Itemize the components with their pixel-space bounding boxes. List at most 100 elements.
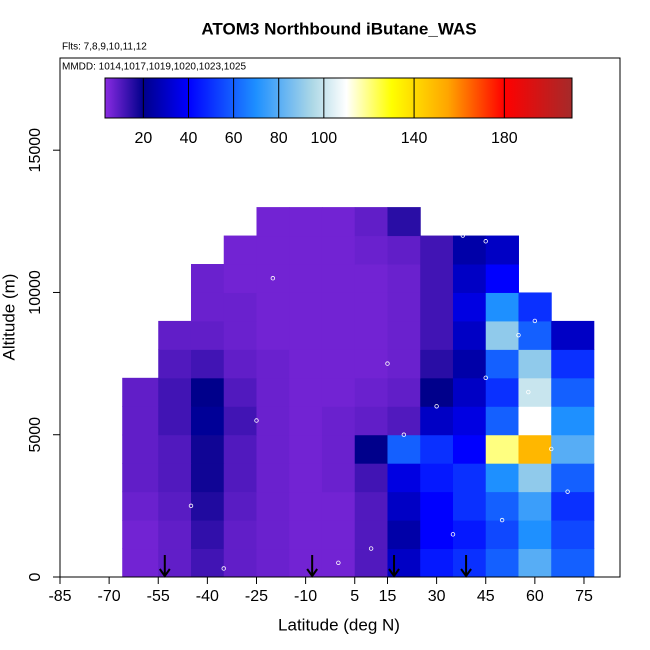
- marker-head: [158, 568, 171, 578]
- heat-cell: [158, 463, 192, 493]
- heat-cell: [420, 406, 454, 436]
- heat-cell: [551, 406, 595, 436]
- subtitle: Flts: 7,8,9,10,11,12: [62, 42, 147, 53]
- x-tick-label: 5: [350, 588, 359, 605]
- heat-cell: [190, 406, 225, 436]
- heat-cell: [256, 491, 290, 521]
- x-tick-label: -55: [147, 588, 170, 605]
- heat-cell: [122, 377, 159, 407]
- heat-cell: [256, 434, 290, 464]
- sample-point: [450, 532, 456, 537]
- heat-cell: [354, 491, 388, 521]
- heat-cell: [420, 235, 454, 265]
- heat-cell: [518, 406, 552, 436]
- heat-cell: [387, 349, 421, 379]
- heat-cell: [354, 377, 388, 407]
- heat-cell: [256, 520, 290, 550]
- heat-cell: [158, 548, 192, 578]
- heat-cell: [223, 406, 257, 436]
- heat-cell: [158, 406, 192, 436]
- heat-cell: [354, 292, 388, 322]
- heat-cell: [354, 320, 388, 350]
- y-axis-label: Altitude (m): [0, 274, 18, 361]
- sample-point: [483, 239, 488, 244]
- x-axis-label: Latitude (deg N): [278, 615, 400, 634]
- sample-point: [460, 233, 466, 238]
- heat-cell: [190, 520, 225, 550]
- heat-cell: [223, 548, 257, 578]
- heat-cell: [420, 264, 454, 293]
- heat-cell: [485, 235, 519, 265]
- heat-cell: [223, 349, 257, 379]
- heat-cell: [387, 406, 421, 436]
- heat-cell: [190, 349, 225, 379]
- colorbar-tick-label: 60: [225, 130, 243, 147]
- heat-cell: [321, 207, 356, 237]
- heat-cell: [518, 349, 552, 379]
- heat-cell: [289, 235, 323, 265]
- heat-cell: [354, 264, 388, 293]
- heat-cell: [485, 520, 519, 550]
- heat-cell: [387, 264, 421, 293]
- heat-cell: [420, 349, 454, 379]
- heat-cell: [452, 264, 487, 293]
- sample-point: [254, 418, 259, 423]
- heat-cell: [518, 491, 552, 521]
- heat-cell: [452, 349, 487, 379]
- x-tick-label: -10: [294, 588, 317, 605]
- heat-cell: [485, 463, 519, 493]
- marker-head: [306, 568, 318, 578]
- heat-cell: [420, 491, 454, 521]
- heat-cell: [158, 349, 192, 379]
- heat-cell: [452, 235, 487, 265]
- heat-cell: [321, 520, 356, 550]
- heat-cell: [223, 292, 257, 322]
- heat-cell: [190, 320, 225, 350]
- x-tick-label: -70: [98, 588, 121, 605]
- heat-cell: [190, 292, 225, 322]
- heat-cell: [354, 520, 388, 550]
- y-tick-label: 5000: [27, 417, 44, 453]
- heat-cell: [420, 292, 454, 322]
- colorbar-tick-label: 180: [491, 130, 518, 147]
- x-tick-label: -25: [245, 588, 268, 605]
- heat-cell: [420, 520, 454, 550]
- x-tick-label: 75: [575, 588, 593, 605]
- latitude-marker: [460, 555, 472, 578]
- heat-cell: [354, 406, 388, 436]
- heat-cell: [321, 349, 356, 379]
- sample-point: [532, 318, 538, 324]
- sample-point: [499, 517, 505, 523]
- heat-cell: [321, 434, 356, 464]
- heat-cell: [518, 434, 552, 464]
- heat-cell: [190, 377, 225, 407]
- heat-cell: [158, 434, 192, 464]
- heat-cell: [551, 349, 595, 379]
- heat-cell: [158, 491, 192, 521]
- heat-cell: [256, 264, 290, 293]
- heat-cell: [354, 463, 388, 493]
- heat-cell: [452, 377, 487, 407]
- heat-cell: [223, 320, 257, 350]
- colorbar-tick-label: 140: [401, 130, 428, 147]
- heat-cell: [321, 292, 356, 322]
- heat-cell: [321, 548, 356, 578]
- heat-cell: [321, 235, 356, 265]
- heat-cell: [387, 320, 421, 350]
- heat-cell: [223, 434, 257, 464]
- colorbar-tick-label: 20: [134, 130, 152, 147]
- heat-cell: [551, 434, 595, 464]
- heat-cell: [485, 434, 519, 464]
- heat-cell: [518, 320, 552, 350]
- heat-cell: [354, 207, 388, 237]
- heat-cell: [190, 548, 225, 578]
- heat-cell: [158, 320, 192, 350]
- heat-cell: [354, 434, 388, 464]
- heat-cell: [452, 320, 487, 350]
- heat-cell: [485, 548, 519, 578]
- heat-cell: [551, 463, 595, 493]
- sample-point: [434, 404, 439, 409]
- sample-point: [526, 389, 531, 395]
- heat-cell: [223, 264, 257, 293]
